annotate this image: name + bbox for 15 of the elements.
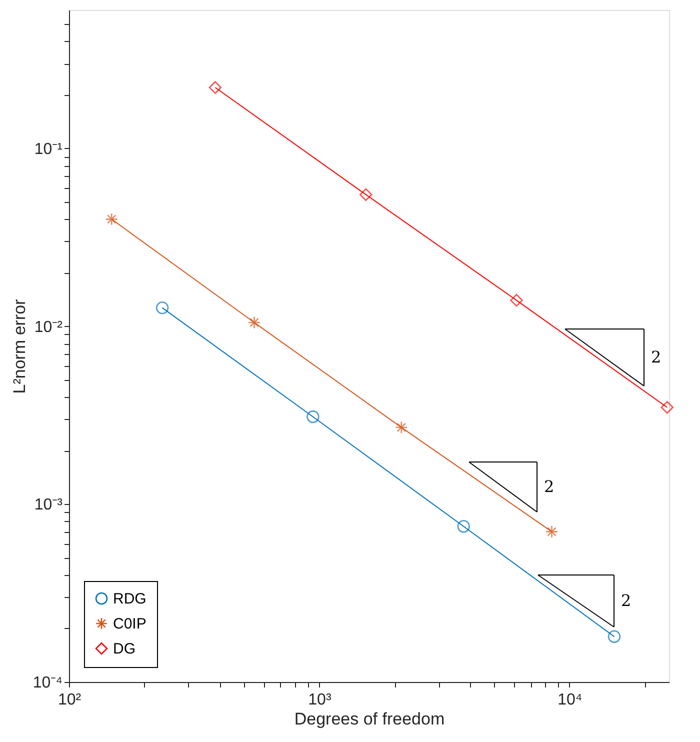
x-tick-label: 10⁴ [558,692,582,708]
annotation: 2 [544,477,554,496]
legend-label: DG [113,640,136,658]
annotation: 2 [651,348,662,366]
y-axis-title: L²norm error [10,298,29,394]
y-tick-label: 10⁻⁴ [32,674,63,692]
annotation: 2 [621,591,632,610]
legend-label: RDG [113,590,146,608]
legend-label: C0IP [113,616,146,632]
x-tick-label: 10² [58,692,82,708]
y-tick-label: 10⁻³ [34,496,64,514]
y-tick-label: 10⁻¹ [34,140,62,158]
y-tick-label: 10⁻² [34,318,64,336]
x-axis-title: Degrees of freedom [294,710,445,728]
x-tick-label: 10³ [308,692,332,708]
